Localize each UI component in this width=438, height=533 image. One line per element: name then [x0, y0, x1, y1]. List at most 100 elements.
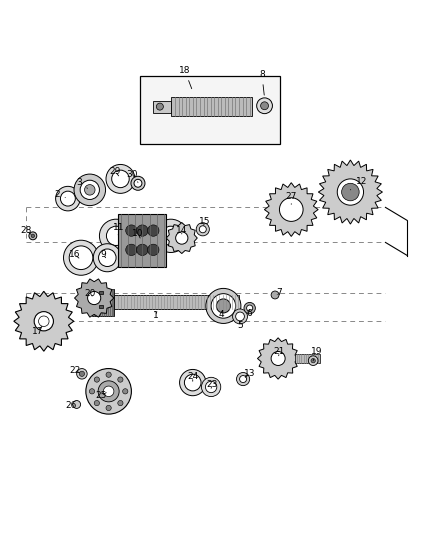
Text: 14: 14 — [176, 226, 187, 235]
Circle shape — [279, 198, 303, 221]
Circle shape — [118, 377, 123, 382]
Polygon shape — [99, 291, 103, 294]
Circle shape — [89, 389, 95, 394]
Circle shape — [148, 244, 159, 255]
Polygon shape — [166, 222, 197, 254]
Circle shape — [206, 288, 241, 324]
Ellipse shape — [131, 176, 145, 190]
Text: 23: 23 — [207, 380, 218, 389]
Text: 1: 1 — [152, 311, 159, 320]
Polygon shape — [258, 338, 299, 379]
Polygon shape — [295, 354, 320, 363]
Ellipse shape — [60, 191, 75, 206]
Circle shape — [271, 291, 279, 299]
Text: 13: 13 — [244, 369, 255, 378]
Ellipse shape — [93, 244, 121, 272]
Text: 4: 4 — [219, 310, 224, 319]
Polygon shape — [265, 183, 318, 237]
Text: 9: 9 — [100, 250, 106, 259]
Circle shape — [85, 184, 95, 195]
Ellipse shape — [99, 219, 133, 253]
Text: 24: 24 — [187, 373, 198, 382]
Polygon shape — [114, 295, 239, 310]
Text: 7: 7 — [276, 288, 283, 297]
Circle shape — [118, 400, 123, 406]
Circle shape — [98, 381, 119, 402]
Polygon shape — [318, 160, 382, 224]
Text: 6: 6 — [247, 309, 253, 318]
Circle shape — [103, 386, 114, 397]
Polygon shape — [74, 279, 114, 317]
Circle shape — [73, 400, 81, 408]
Text: 26: 26 — [65, 401, 77, 410]
Text: 21: 21 — [274, 348, 285, 357]
Circle shape — [79, 371, 85, 376]
Ellipse shape — [199, 226, 206, 233]
Text: 12: 12 — [350, 176, 367, 190]
Polygon shape — [153, 101, 171, 112]
Circle shape — [106, 405, 111, 410]
Circle shape — [86, 368, 131, 414]
Polygon shape — [14, 291, 74, 351]
Circle shape — [126, 244, 137, 255]
Ellipse shape — [69, 246, 93, 270]
Text: 15: 15 — [199, 217, 211, 226]
Circle shape — [176, 232, 188, 244]
Circle shape — [31, 234, 35, 238]
Circle shape — [271, 351, 285, 366]
Ellipse shape — [161, 226, 180, 246]
Circle shape — [148, 225, 159, 236]
Circle shape — [216, 299, 230, 313]
Polygon shape — [99, 305, 103, 308]
Ellipse shape — [80, 180, 99, 199]
Circle shape — [106, 372, 111, 377]
Text: 11: 11 — [113, 223, 124, 235]
Circle shape — [261, 102, 268, 110]
Circle shape — [29, 232, 37, 240]
Ellipse shape — [205, 381, 217, 393]
Bar — [140, 76, 280, 144]
Text: 3: 3 — [76, 178, 88, 188]
Text: 27: 27 — [286, 192, 297, 204]
Text: 19: 19 — [311, 348, 322, 361]
Circle shape — [337, 179, 364, 205]
Ellipse shape — [184, 374, 201, 391]
Ellipse shape — [240, 376, 247, 383]
Ellipse shape — [201, 377, 221, 397]
Circle shape — [126, 225, 137, 236]
Circle shape — [156, 103, 163, 110]
Circle shape — [311, 359, 315, 363]
Ellipse shape — [106, 165, 135, 193]
Ellipse shape — [236, 312, 244, 321]
Ellipse shape — [106, 226, 126, 246]
Ellipse shape — [64, 240, 99, 275]
Circle shape — [34, 312, 53, 331]
Circle shape — [77, 368, 87, 379]
Text: 17: 17 — [32, 326, 43, 336]
Polygon shape — [92, 289, 114, 316]
Text: 20: 20 — [84, 289, 95, 298]
Circle shape — [39, 316, 49, 327]
Polygon shape — [99, 291, 101, 308]
Ellipse shape — [74, 174, 106, 206]
Ellipse shape — [180, 369, 206, 395]
Text: 5: 5 — [237, 321, 243, 330]
Circle shape — [308, 356, 318, 366]
Circle shape — [257, 98, 272, 114]
Circle shape — [342, 183, 359, 201]
Circle shape — [137, 244, 148, 255]
Circle shape — [211, 294, 236, 318]
Text: 25: 25 — [95, 391, 106, 400]
Ellipse shape — [196, 223, 209, 236]
Ellipse shape — [237, 373, 250, 386]
Text: 16: 16 — [69, 250, 80, 259]
Text: 30: 30 — [127, 170, 138, 182]
Polygon shape — [171, 97, 252, 117]
Text: 10: 10 — [132, 229, 144, 238]
Ellipse shape — [134, 179, 142, 187]
Ellipse shape — [244, 302, 255, 314]
Circle shape — [123, 389, 128, 394]
Ellipse shape — [112, 170, 129, 188]
Circle shape — [137, 225, 148, 236]
Text: 18: 18 — [179, 66, 192, 88]
